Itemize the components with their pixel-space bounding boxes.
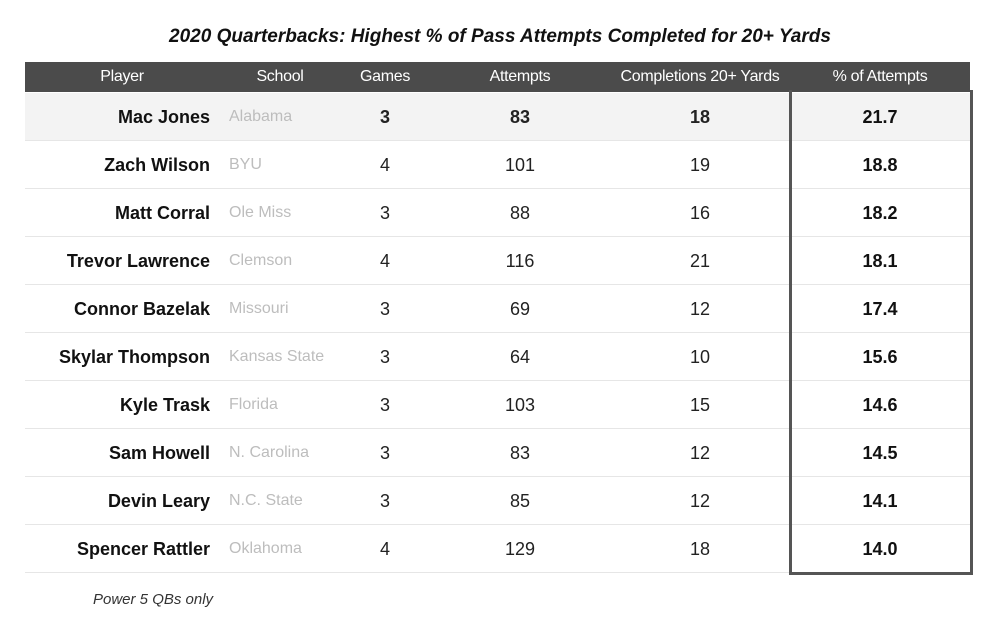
stat-value: 15 (689, 395, 711, 415)
stat-value: 18 (689, 539, 711, 559)
stat-value: 14.5 (862, 443, 898, 463)
stat-value: 4 (379, 251, 391, 271)
stat-value: 3 (379, 443, 391, 463)
row-background (25, 333, 970, 381)
stat-value: 14.0 (862, 539, 898, 559)
school-name: Ole Miss (229, 204, 292, 221)
school-name: Kansas State (229, 348, 325, 365)
stat-value: 12 (689, 299, 711, 319)
header-cell: Games (359, 68, 411, 85)
player-name: Skylar Thompson (58, 347, 210, 367)
school-name: Alabama (229, 108, 293, 125)
school-name: Oklahoma (229, 540, 302, 557)
player-name: Connor Bazelak (73, 299, 210, 319)
stat-value: 3 (379, 395, 391, 415)
stat-value: 16 (689, 203, 711, 223)
stat-value: 116 (505, 251, 535, 271)
row-background (25, 381, 970, 429)
stat-value: 14.6 (862, 395, 898, 415)
player-name: Devin Leary (107, 491, 210, 511)
player-name: Matt Corral (114, 203, 210, 223)
stat-value: 83 (509, 107, 531, 127)
stat-value: 4 (379, 155, 391, 175)
header-cell: % of Attempts (832, 68, 928, 85)
school-name: N.C. State (229, 492, 303, 509)
stat-value: 10 (689, 347, 711, 367)
header-cell: Completions 20+ Yards (620, 68, 780, 85)
row-background (25, 525, 970, 573)
stat-value: 15.6 (862, 347, 898, 367)
stat-value: 88 (509, 203, 531, 223)
stat-value: 3 (379, 491, 391, 511)
stat-value: 12 (689, 491, 711, 511)
stat-value: 18.1 (862, 251, 898, 271)
stat-value: 103 (504, 395, 536, 415)
header-bar (25, 62, 970, 92)
stat-value: 101 (504, 155, 536, 175)
row-background (25, 189, 970, 237)
school-name: Florida (229, 396, 278, 413)
row-background (25, 429, 970, 477)
school-name: Missouri (229, 300, 289, 317)
stat-value: 3 (379, 203, 391, 223)
stat-value: 83 (509, 443, 531, 463)
stat-value: 3 (379, 299, 391, 319)
player-name: Trevor Lawrence (66, 251, 210, 271)
stat-value: 17.4 (862, 299, 898, 319)
row-background (25, 285, 970, 333)
highlight-box (789, 90, 973, 575)
school-name: BYU (229, 156, 262, 173)
player-name: Spencer Rattler (76, 539, 210, 559)
stat-value: 14.1 (862, 491, 898, 511)
stat-value: 129 (504, 539, 536, 559)
stat-value: 18.2 (862, 203, 898, 223)
school-name: Clemson (229, 252, 293, 269)
table-title: 2020 Quarterbacks: Highest % of Pass Att… (169, 26, 831, 47)
row-background (25, 141, 970, 189)
player-name: Sam Howell (108, 443, 210, 463)
school-name: N. Carolina (229, 444, 310, 461)
stat-value: 21.7 (862, 107, 898, 127)
header-cell: Player (100, 68, 144, 85)
player-name: Kyle Trask (119, 395, 210, 415)
footnote: Power 5 QBs only (93, 591, 214, 608)
row-background (25, 237, 970, 285)
stat-value: 3 (379, 347, 391, 367)
stat-value: 3 (379, 107, 391, 127)
stat-value: 12 (689, 443, 711, 463)
stat-value: 85 (509, 491, 531, 511)
player-name: Mac Jones (117, 107, 210, 127)
header-cell: Attempts (489, 68, 551, 85)
header-cell: School (256, 68, 304, 85)
row-background (25, 93, 970, 141)
stat-value: 4 (379, 539, 391, 559)
player-name: Zach Wilson (104, 155, 210, 175)
stat-value: 21 (689, 251, 711, 271)
stat-value: 18.8 (862, 155, 898, 175)
stat-value: 69 (509, 299, 531, 319)
stat-value: 19 (689, 155, 711, 175)
row-background (25, 477, 970, 525)
stat-value: 64 (509, 347, 531, 367)
stat-value: 18 (689, 107, 711, 127)
